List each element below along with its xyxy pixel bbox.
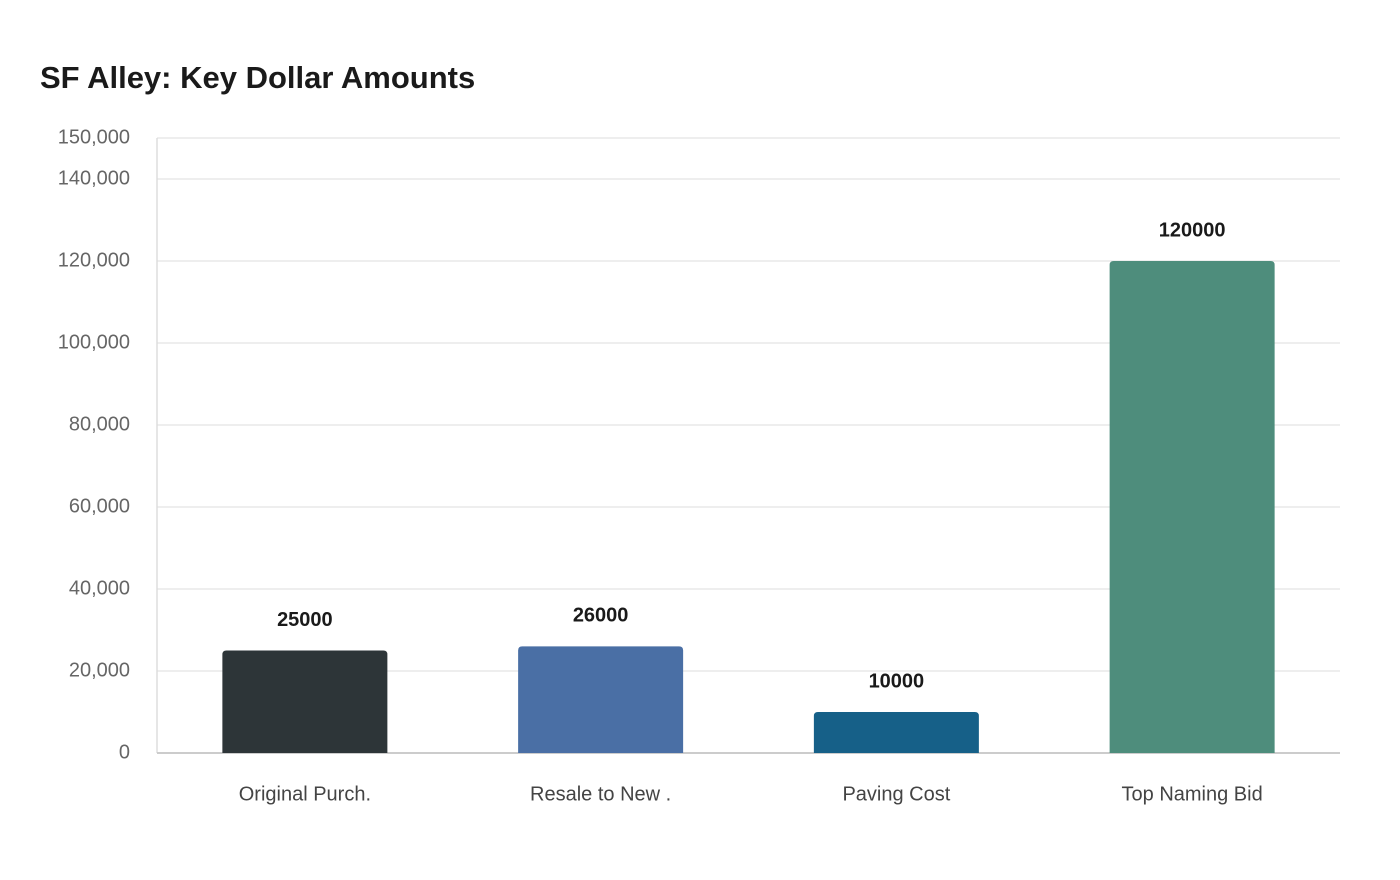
y-tick-label: 40,000 [69, 577, 130, 599]
bar [518, 646, 684, 753]
chart-title: SF Alley: Key Dollar Amounts [40, 60, 475, 95]
x-tick-label: Original Purch. [239, 783, 371, 805]
value-label: 120000 [1159, 219, 1226, 241]
x-tick-label: Resale to New . [530, 783, 671, 805]
y-tick-label: 80,000 [69, 413, 130, 435]
y-tick-label: 0 [119, 741, 130, 763]
x-tick-label: Paving Cost [842, 783, 950, 805]
y-tick-label: 20,000 [69, 659, 130, 681]
y-tick-label: 140,000 [58, 167, 130, 189]
bar [813, 712, 979, 753]
x-tick-label: Top Naming Bid [1122, 783, 1263, 805]
y-tick-label: 120,000 [58, 249, 130, 271]
value-label: 10000 [869, 670, 925, 692]
bar [222, 650, 388, 753]
value-label: 26000 [573, 605, 629, 627]
y-tick-label: 60,000 [69, 495, 130, 517]
value-label: 25000 [277, 609, 333, 631]
y-tick-label: 150,000 [58, 126, 130, 148]
y-tick-label: 100,000 [58, 331, 130, 353]
bar [1109, 261, 1275, 753]
